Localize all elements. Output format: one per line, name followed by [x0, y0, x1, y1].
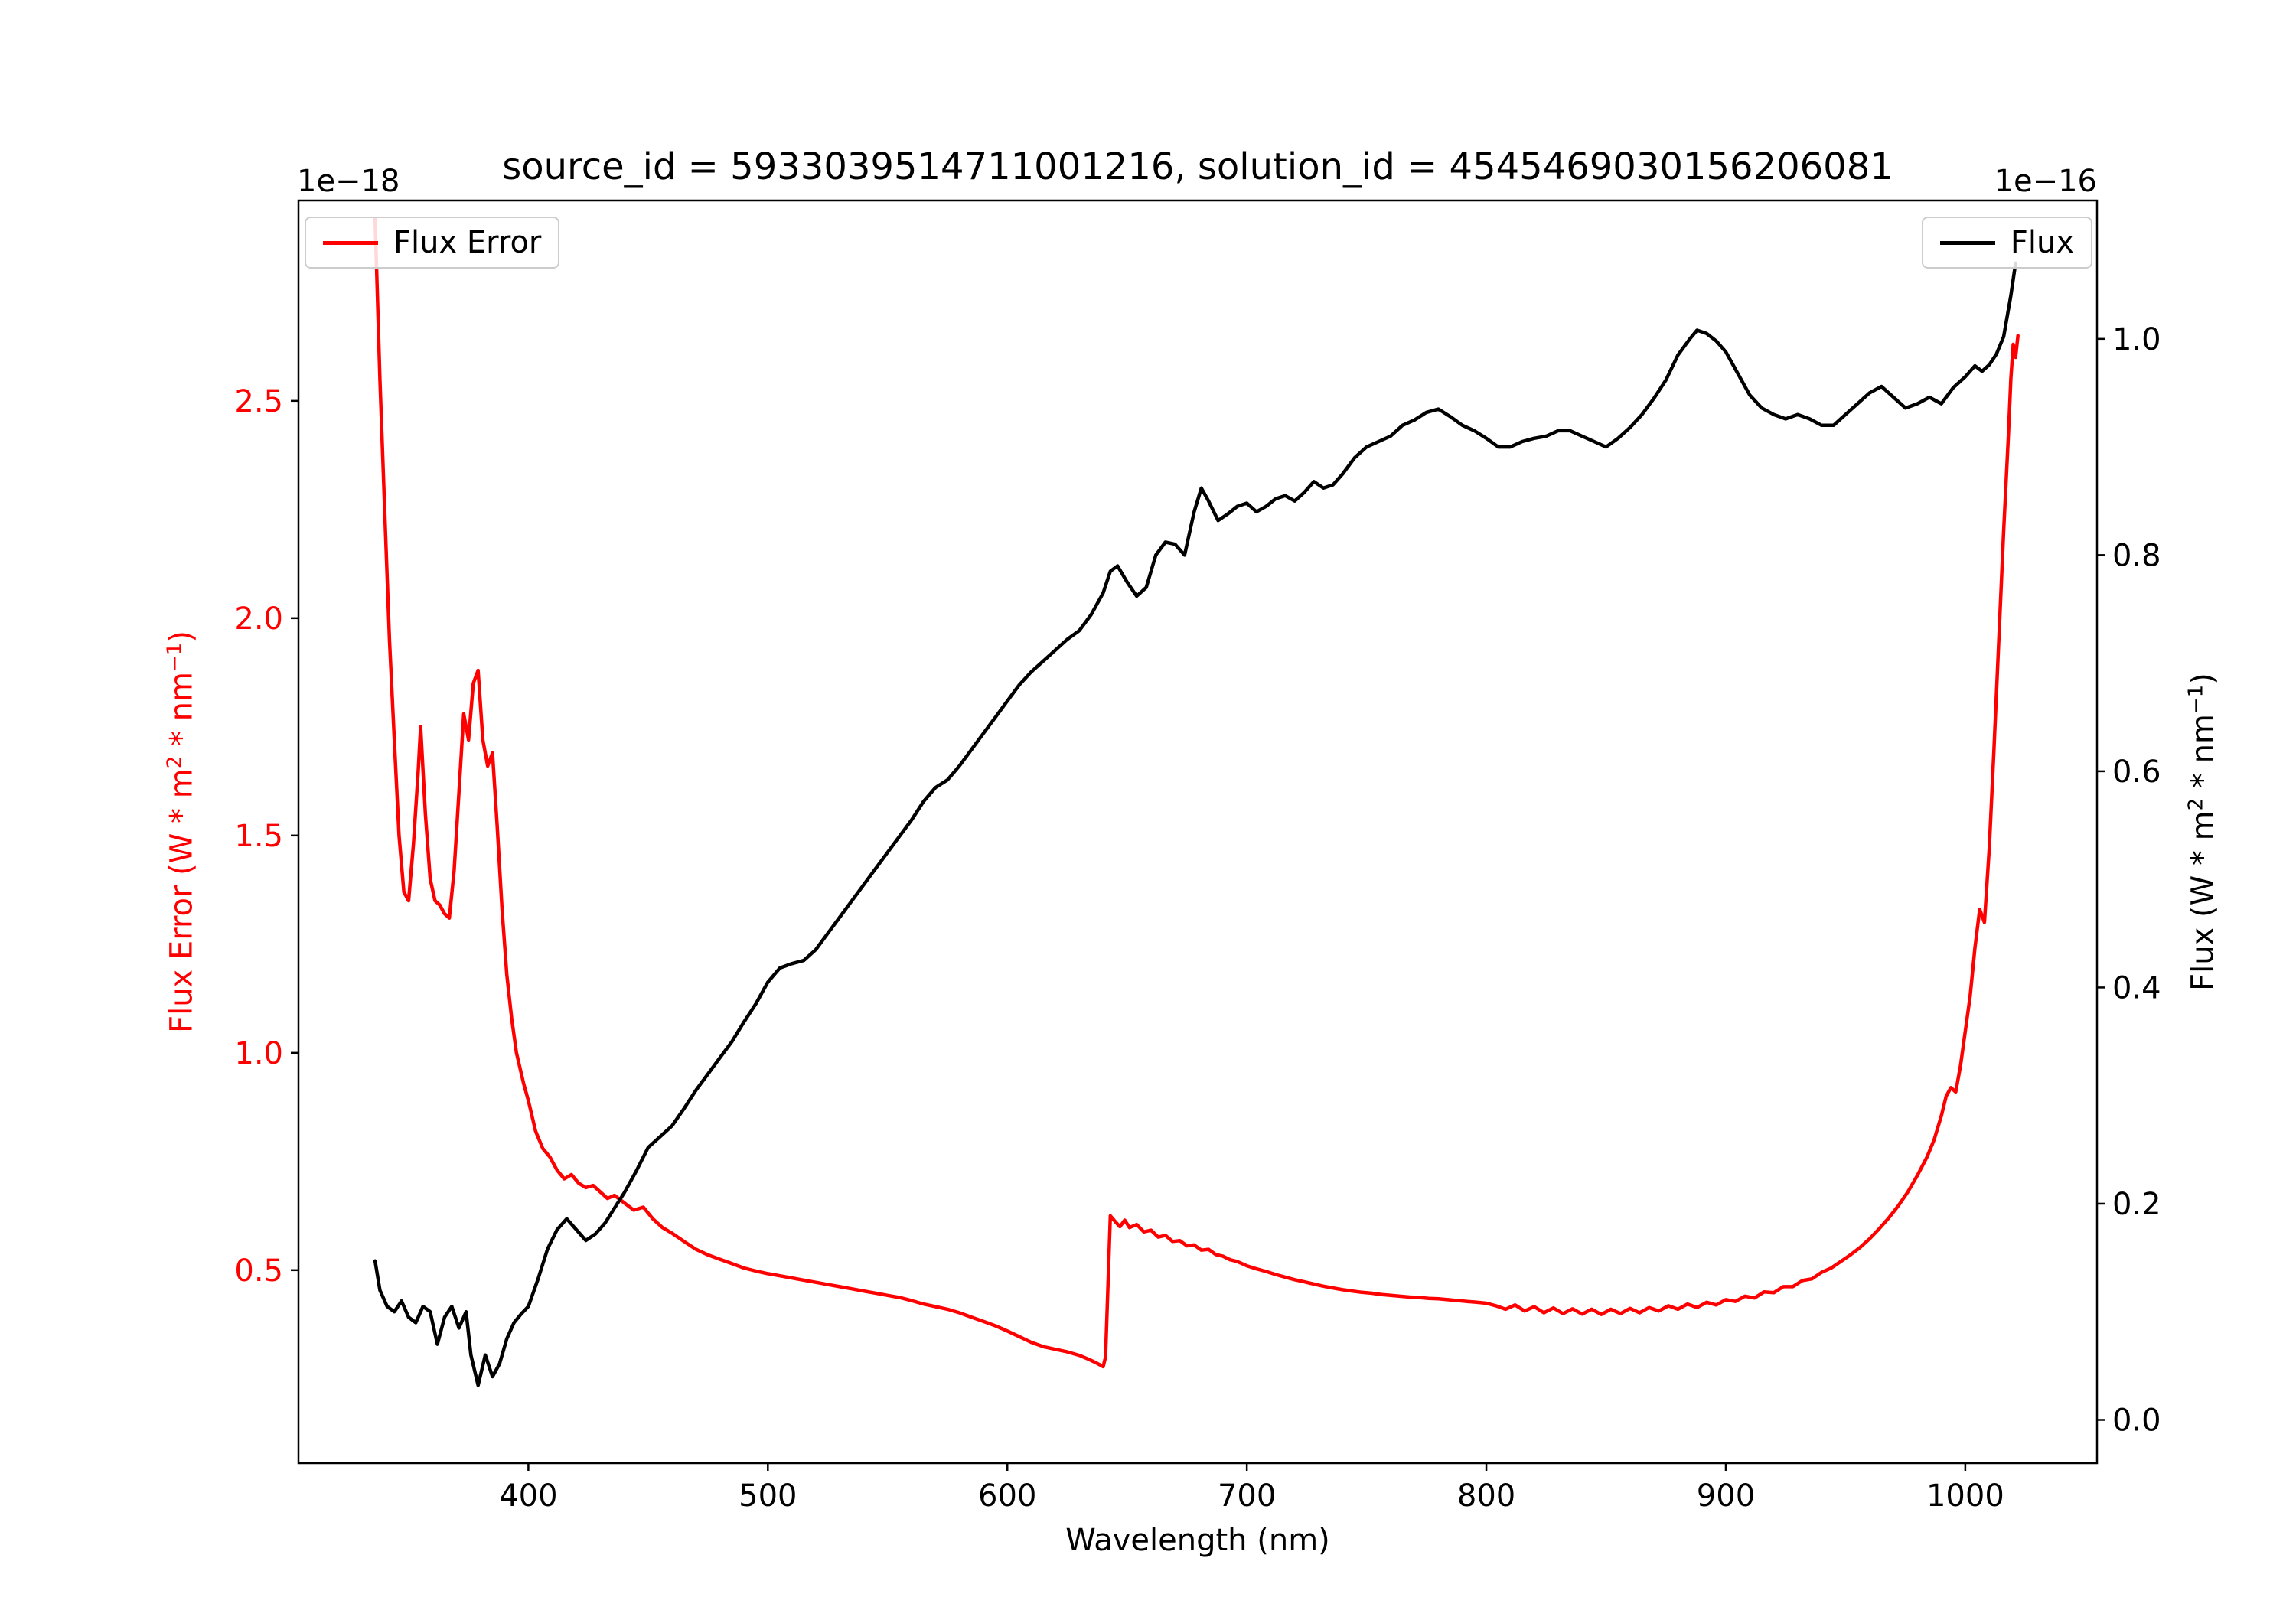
right-axis-scale-offset: 1e−16 — [1994, 164, 2097, 199]
flux-line — [373, 261, 2017, 1387]
left-axis-label: Flux Error (W * m2 * nm−1) — [163, 631, 199, 1033]
x-tick-label: 400 — [499, 1478, 557, 1514]
left-axis-label-text: ) — [164, 631, 200, 643]
right-y-tick-label: 0.0 — [2112, 1403, 2161, 1438]
right-y-tick-label: 0.2 — [2112, 1187, 2161, 1222]
right-axis-label: Flux (W * m2 * nm−1) — [2184, 673, 2220, 991]
right-y-tick-label: 0.4 — [2112, 970, 2161, 1006]
flux-line-swatch — [1939, 240, 1995, 245]
right-axis-label-text: ) — [2185, 673, 2221, 685]
legend-flux-label: Flux — [2010, 225, 2074, 260]
left-axis-label-sup-2: 2 — [163, 755, 187, 769]
right-axis-label-sup-minus1: −1 — [2184, 684, 2208, 715]
left-y-tick-label: 1.0 — [234, 1036, 283, 1071]
x-tick-label: 700 — [1218, 1478, 1276, 1514]
right-axis-label-text: Flux (W * m — [2185, 810, 2221, 991]
right-axis-label-sup-2: 2 — [2184, 797, 2208, 811]
chart-title: source_id = 5933039514711001216, solutio… — [502, 145, 1893, 188]
axes-frame — [297, 199, 2099, 1465]
left-axis-scale-offset: 1e−18 — [297, 164, 400, 199]
legend-flux-error-label: Flux Error — [393, 225, 542, 260]
x-tick-label: 900 — [1697, 1478, 1755, 1514]
left-y-tick-label: 0.5 — [234, 1253, 283, 1289]
right-y-tick-label: 0.6 — [2112, 755, 2161, 790]
right-y-tick-label: 1.0 — [2112, 322, 2161, 357]
x-tick-label: 600 — [978, 1478, 1036, 1514]
left-y-tick-label: 2.0 — [234, 601, 283, 637]
left-y-tick-label: 2.5 — [234, 384, 283, 419]
x-axis-label: Wavelength (nm) — [1065, 1523, 1330, 1558]
left-axis-label-text: Flux Error (W * m — [164, 768, 200, 1033]
legend-flux-error: Flux Error — [305, 217, 560, 269]
x-tick-label: 1000 — [1926, 1478, 2004, 1514]
flux-error-line-swatch — [323, 240, 378, 245]
left-y-tick-label: 1.5 — [234, 819, 283, 854]
flux-error-line — [373, 217, 2020, 1369]
x-tick-label: 500 — [739, 1478, 797, 1514]
right-y-tick-label: 0.8 — [2112, 538, 2161, 573]
left-axis-label-text: * nm — [164, 672, 200, 756]
x-tick-label: 800 — [1457, 1478, 1515, 1514]
right-axis-label-text: * nm — [2185, 714, 2221, 798]
left-axis-label-sup-minus1: −1 — [163, 642, 187, 673]
legend-flux: Flux — [1921, 217, 2092, 269]
